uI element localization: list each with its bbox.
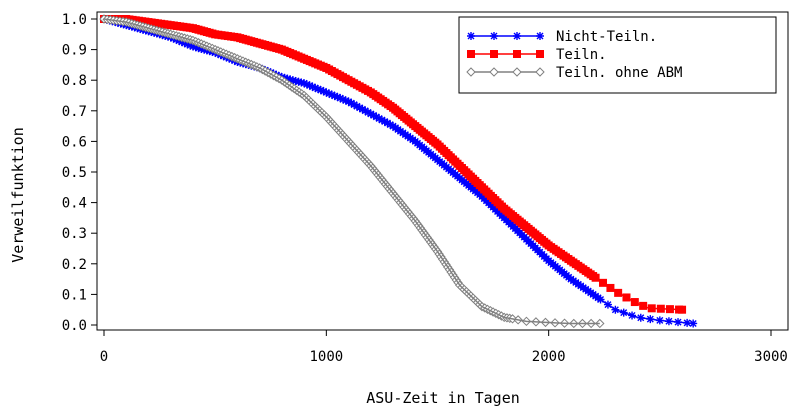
star-marker [513, 32, 521, 40]
x-tick-label: 0 [100, 349, 108, 365]
square-marker [467, 50, 475, 58]
y-tick-label: 0.6 [62, 134, 87, 150]
star-marker [490, 32, 498, 40]
y-tick-label: 0.5 [62, 165, 87, 181]
diamond-marker [535, 67, 545, 77]
y-tick-label: 0.7 [62, 104, 87, 120]
legend-item: Nicht-Teiln. [467, 29, 657, 45]
legend-label: Teiln. ohne ABM [556, 65, 682, 81]
legend-item: Teiln. [467, 47, 607, 63]
x-tick-label: 2000 [532, 349, 566, 365]
y-tick-label: 0.4 [62, 196, 87, 212]
diamond-marker [512, 67, 522, 77]
square-marker [513, 50, 521, 58]
x-tick-label: 1000 [309, 349, 343, 365]
star-marker [536, 32, 544, 40]
x-tick-label: 3000 [754, 349, 788, 365]
diamond-marker [489, 67, 499, 77]
square-marker [536, 50, 544, 58]
legend: Nicht-Teiln. Teiln. Teiln. ohne ABM [458, 16, 777, 94]
series-layer [99, 14, 698, 329]
y-axis: 0.0 0.1 0.2 0.3 0.4 0.5 0.6 0.7 0.8 0.9 1.0 [62, 12, 97, 334]
y-tick-label: 0.8 [62, 73, 87, 89]
y-tick-label: 0.9 [62, 43, 87, 59]
series-line [104, 18, 683, 311]
y-tick-label: 0.3 [62, 226, 87, 242]
legend-label: Teiln. [556, 47, 607, 63]
diamond-marker [466, 67, 476, 77]
series-2 [100, 15, 687, 314]
star-marker [467, 32, 475, 40]
y-tick-label: 0.0 [62, 318, 87, 334]
series-3 [99, 14, 605, 329]
y-tick-label: 0.1 [62, 287, 87, 303]
x-axis: 0 1000 2000 3000 [100, 330, 788, 365]
square-marker [490, 50, 498, 58]
legend-item: Teiln. ohne ABM [466, 65, 682, 81]
legend-box [458, 16, 777, 94]
y-tick-label: 0.2 [62, 257, 87, 273]
y-tick-label: 1.0 [62, 12, 87, 28]
series-line [103, 18, 600, 325]
y-axis-title: Verweilfunktion [9, 127, 27, 262]
x-axis-title: ASU-Zeit in Tagen [366, 389, 520, 407]
legend-label: Nicht-Teiln. [556, 29, 657, 45]
